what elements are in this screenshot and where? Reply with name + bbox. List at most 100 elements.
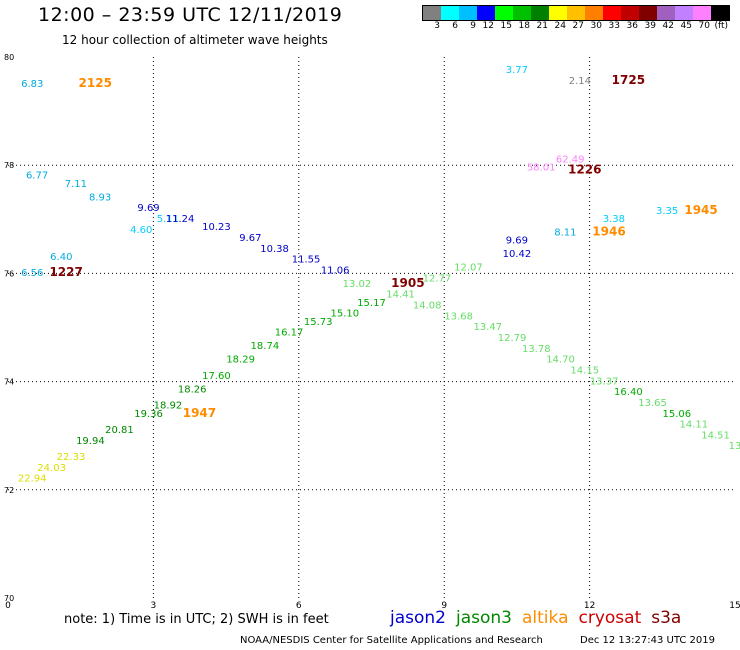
x-tick-label: 0 [5,601,11,611]
wave-height-point: 18.92 [154,401,183,412]
wave-height-point: 13.68 [444,311,473,322]
pass-time-label: 1226 [568,162,601,176]
wave-height-point: 17.60 [202,371,231,382]
wave-height-point: 22.33 [57,452,86,463]
color-scale-label: 15 [500,21,512,31]
wave-height-point: 13.02 [343,279,372,290]
wave-height-point: 14.41 [386,290,415,301]
pass-time-label: 2125 [79,76,112,90]
color-scale-bar [422,5,730,21]
wave-height-point: 12.77 [423,274,452,285]
wave-height-point: 5.11 [157,214,179,225]
wave-height-point: 6.40 [50,252,72,263]
color-swatch [495,6,513,20]
color-swatch [531,6,549,20]
wave-height-point: 7.11 [65,179,87,190]
x-tick-label: 12 [584,601,595,611]
color-scale-label: 3 [434,21,440,31]
color-scale-label: 33 [608,21,620,31]
wave-height-point: 14.15 [570,365,599,376]
y-tick-label: 70 [4,594,14,603]
footnote: note: 1) Time is in UTC; 2) SWH is in fe… [64,612,329,627]
x-tick-label: 9 [441,601,447,611]
wave-height-point: 13.37 [590,376,619,387]
color-swatch [693,6,711,20]
y-tick-label: 72 [4,486,14,495]
page-title: 12:00 – 23:59 UTC 12/11/2019 [38,4,343,26]
color-scale-label: 70 [698,21,710,31]
wave-height-point: 15.10 [331,309,360,320]
color-swatch [567,6,585,20]
wave-height-point: 13.47 [473,322,502,333]
color-scale-label: 6 [452,21,458,31]
wave-height-point: 6.83 [21,79,43,90]
color-swatch [711,6,729,20]
wave-height-point: 2.14 [569,76,591,87]
wave-height-point: 16.40 [614,387,643,398]
color-scale-label: 18 [518,21,530,31]
color-scale-label: 27 [572,21,584,31]
wave-height-point: 10.38 [260,244,289,255]
wave-height-point: 12.07 [454,263,483,274]
color-swatch [423,6,441,20]
pass-time-label: 1946 [592,225,625,239]
wave-height-point: 14.08 [413,301,442,312]
color-scale-label: 30 [590,21,602,31]
satellite-name: altika [522,608,569,628]
wave-height-point: 19.36 [134,409,163,420]
color-scale-label: (ft) [714,21,728,31]
wave-height-point: 11.55 [292,255,321,266]
wave-height-point: 13.78 [522,344,551,355]
y-tick-label: 74 [4,378,14,387]
color-scale-label: 36 [626,21,638,31]
wave-height-point: 15.06 [663,409,692,420]
wave-height-point: 18.26 [178,384,207,395]
wave-height-point: 18.74 [251,341,280,352]
y-tick-label: 80 [4,53,14,62]
wave-height-point: 58.01 [527,163,556,174]
wave-height-point: 62.49 [556,154,585,165]
wave-height-point: 6.77 [26,171,48,182]
pass-time-label: 1227 [49,265,82,279]
color-scale-labels: 3 6 9 12 15 18 21 24 27 30 33 36 39 42 45 70 (ft) [422,21,728,31]
wave-height-point: 14.70 [546,355,575,366]
color-swatch [639,6,657,20]
color-scale-label: 24 [554,21,566,31]
wave-height-point: 14.51 [701,430,730,441]
satellite-legend: jason2 jason3 altika cryosat s3a [390,608,691,628]
color-swatch [675,6,693,20]
wave-height-point: 19.94 [76,436,105,447]
credit-line: NOAA/NESDIS Center for Satellite Applica… [240,635,543,646]
wave-height-point: 3.38 [603,214,625,225]
timestamp: Dec 12 13:27:43 UTC 2019 [580,635,715,646]
pass-time-label: 1725 [612,73,645,87]
y-tick-label: 78 [4,161,14,170]
wave-height-point: 3.77 [506,65,528,76]
satellite-name: cryosat [578,608,642,628]
x-tick-label: 6 [296,601,302,611]
pass-time-label: 1947 [183,406,216,420]
wave-height-point: 14.11 [679,420,708,431]
wave-height-point: 15.73 [304,317,333,328]
x-tick-label: 3 [151,601,157,611]
wave-height-point: 6.56 [21,268,43,279]
wave-height-point: 24.03 [37,463,66,474]
wave-height-point: 12.79 [498,333,527,344]
wave-height-point: 3.35 [656,206,678,217]
wave-height-point: 10.42 [503,249,532,260]
wave-height-point: 13.65 [638,398,667,409]
color-swatch [441,6,459,20]
wave-height-point: 20.81 [105,425,134,436]
pass-time-label: 1905 [391,276,424,290]
wave-height-point: 10.23 [202,222,231,233]
wave-height-point: 16.17 [275,328,304,339]
color-scale-label: 42 [662,21,674,31]
wave-height-point: 8.93 [89,192,111,203]
wave-height-point: 11.06 [321,265,350,276]
x-tick-label: 15 [729,601,740,611]
color-scale-label: 9 [470,21,476,31]
wave-height-point: 13 [729,441,740,452]
wave-height-point: 9.67 [239,233,261,244]
